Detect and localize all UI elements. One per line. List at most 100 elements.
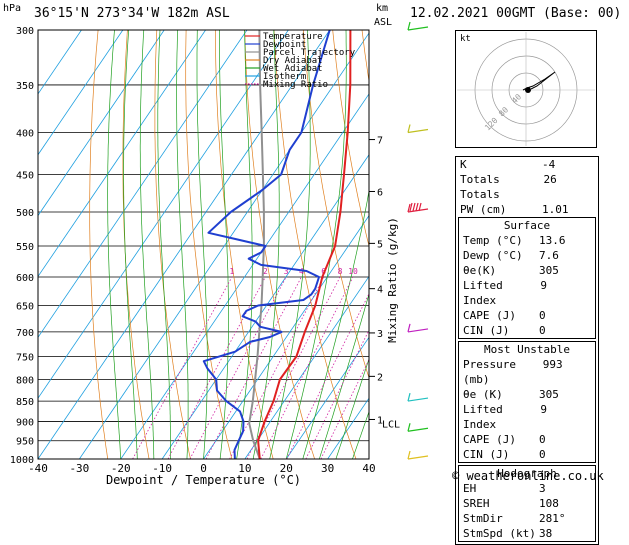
pressure-tick-label: 950	[16, 437, 34, 448]
svg-text:Mixing Ratio: Mixing Ratio	[263, 80, 328, 90]
temperature-line	[257, 30, 352, 459]
pressure-tick-label: 800	[16, 375, 34, 386]
stability-indices-panel: K -4 Totals Totals 26 PW (cm) 1.01 Surface …	[455, 156, 599, 545]
skew-t-diagram: 1 2 3 4 6 8 10 15 20 25 3003504004505005506006507…	[10, 21, 629, 486]
isotherm	[38, 30, 331, 459]
hpa-unit: hPa	[3, 3, 22, 14]
wet-adiabat	[302, 189, 369, 459]
dry-adiabat	[597, 30, 629, 459]
mu-cape-row: CAPE (J) 0	[463, 433, 546, 446]
mixing-ratio-label: 25	[405, 267, 415, 276]
isotherm	[38, 30, 165, 217]
pressure-tick-label: 700	[16, 328, 34, 339]
pressure-tick-label: 650	[16, 302, 34, 313]
isotherm	[38, 30, 124, 156]
dewpoint-line	[202, 30, 331, 459]
hodograph-storm-marker	[525, 87, 531, 93]
dry-adiabat	[154, 30, 191, 459]
mu-li-row: Lifted Index 9	[463, 403, 547, 431]
totals-totals-row: Totals Totals 26	[460, 173, 557, 201]
x-tick-label: -10	[152, 462, 172, 475]
km-tick-label: 4	[377, 285, 383, 296]
surface-temp-row: Temp (°C) 13.6	[463, 234, 566, 247]
isotherm	[285, 336, 369, 459]
km-tick-label: LCL	[382, 419, 400, 430]
surface-title: Surface	[503, 219, 551, 232]
hodograph: kt 40 80 120	[455, 30, 597, 148]
dry-adiabat	[122, 30, 150, 459]
wet-adiabat	[269, 30, 311, 459]
x-tick-label: 30	[321, 462, 334, 475]
surface-cape-row: CAPE (J) 0	[463, 309, 546, 322]
stmspd-row: StmSpd (kt) 38	[463, 527, 553, 540]
most-unstable-title: Most Unstable	[483, 343, 571, 356]
pressure-tick-label: 550	[16, 242, 34, 253]
svg-text:Dry Adiabat: Dry Adiabat	[263, 56, 323, 66]
wet-adiabat	[352, 410, 369, 459]
legend-item: Dewpoint	[245, 40, 306, 50]
plot-frame	[37, 29, 370, 460]
legend-item: Wet Adiabat	[245, 64, 323, 74]
legend-item: Mixing Ratio	[245, 80, 328, 90]
location-label: 36°15'N 273°34'W 182m ASL	[34, 6, 230, 21]
svg-text:Temperature: Temperature	[263, 32, 323, 42]
isotherm	[38, 30, 248, 339]
wet-adiabat	[319, 292, 369, 459]
km-tick-label: 7	[377, 136, 383, 147]
km-tick-label: 1	[377, 415, 383, 426]
x-tick-label: -30	[69, 462, 89, 475]
mixing-ratio-label: 3	[284, 267, 289, 276]
isotherm	[203, 214, 369, 459]
mixing-ratio-line	[320, 358, 369, 459]
mixing-ratio-label: 8	[338, 267, 343, 276]
surface-cin-row: CIN (J) 0	[463, 324, 546, 337]
legend-item: Dry Adiabat	[245, 56, 323, 66]
wet-adiabat	[196, 30, 208, 459]
wind-barb	[407, 124, 429, 134]
pressure-tick-label: 400	[16, 129, 34, 140]
x-tick-label: 20	[280, 462, 293, 475]
isotherm	[38, 30, 206, 278]
wet-adiabat	[139, 30, 155, 459]
wet-adiabat	[107, 30, 122, 459]
pw-row: PW (cm) 1.01	[460, 203, 569, 216]
mixing-ratio-label: 2	[263, 267, 268, 276]
isotherm	[244, 275, 369, 459]
mixing-ratio-line	[286, 292, 369, 459]
km-unit: km	[376, 3, 389, 14]
stmdir-row: StmDir 281°	[463, 512, 566, 525]
most-unstable-box: Most Unstable Pressure (mb) 993 θe (K) 305…	[458, 341, 596, 463]
wet-adiabat	[123, 30, 138, 459]
pressure-tick-label: 850	[16, 397, 34, 408]
pressure-tick-label: 900	[16, 417, 34, 428]
datetime-label: 12.02.2021 00GMT (Base: 00)	[410, 6, 622, 21]
k-index-row: K -4	[460, 158, 556, 171]
km-tick-label: 6	[377, 187, 383, 198]
x-tick-label: 0	[200, 462, 207, 475]
legend-item: Parcel Trajectory	[245, 48, 356, 58]
km-tick-label: 5	[377, 239, 383, 250]
mixing-ratio-label: 10	[348, 267, 358, 276]
x-tick-label: 10	[238, 462, 251, 475]
mu-thetae-row: θe (K) 305	[463, 388, 559, 401]
surface-dewp-row: Dewp (°C) 7.6	[463, 249, 559, 262]
x-tick-label: -20	[111, 462, 131, 475]
dry-adiabat	[303, 30, 369, 379]
wind-barb	[407, 450, 429, 460]
wet-adiabat	[236, 30, 253, 459]
mixing-ratio-line	[305, 329, 369, 459]
pressure-tick-label: 750	[16, 352, 34, 363]
x-tick-label: -40	[28, 462, 48, 475]
wet-adiabat	[157, 30, 171, 459]
surface-li-row: Lifted Index 9	[463, 279, 547, 307]
legend-item: Isotherm	[245, 72, 306, 82]
x-axis-label: Dewpoint / Temperature (°C)	[106, 473, 301, 486]
wind-barb	[407, 392, 429, 402]
isotherm	[79, 32, 369, 459]
wet-adiabat	[176, 30, 189, 459]
svg-text:Parcel Trajectory: Parcel Trajectory	[263, 48, 356, 58]
surface-thetae-row: θe(K) 305	[463, 264, 559, 277]
asl-unit: ASL	[374, 17, 393, 28]
legend-item: Temperature	[245, 32, 323, 42]
svg-text:Isotherm: Isotherm	[263, 72, 306, 82]
